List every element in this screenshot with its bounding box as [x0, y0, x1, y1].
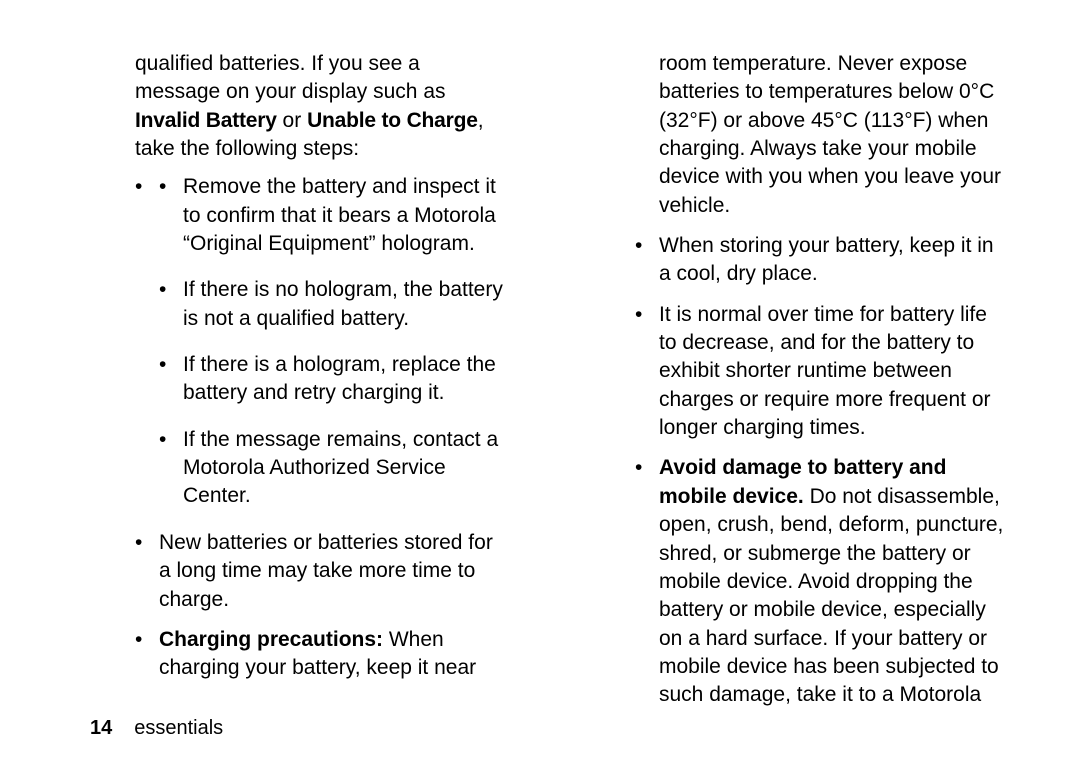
intro-bold1: Invalid Battery: [135, 109, 277, 132]
sub-c: If there is a hologram, replace the batt…: [159, 351, 510, 408]
bullet-storage: When storing your battery, keep it in a …: [635, 232, 1010, 289]
bullet-new-batteries: New batteries or batteries stored for a …: [135, 529, 510, 614]
sublist-wrapper: Remove the battery and inspect it to con…: [70, 173, 510, 510]
sub-d: If the message remains, contact a Motoro…: [159, 426, 510, 511]
page-number: 14: [90, 717, 112, 739]
sub-a: Remove the battery and inspect it to con…: [159, 173, 510, 258]
body-columns: qualified batteries. If you see a messag…: [70, 50, 1010, 710]
intro-paragraph: qualified batteries. If you see a messag…: [70, 50, 510, 163]
intro-bold2: Unable to Charge: [307, 109, 478, 132]
b2-lead: Charging precautions:: [159, 628, 383, 651]
page-footer: 14 essentials: [90, 717, 223, 740]
intro-pre: qualified batteries. If you see a messag…: [135, 52, 446, 103]
sub-bullets: Remove the battery and inspect it to con…: [135, 173, 510, 510]
bullet-battery-life: It is normal over time for battery life …: [635, 301, 1010, 443]
intro-mid1: or: [277, 109, 307, 132]
sublist-container: Remove the battery and inspect it to con…: [135, 173, 510, 510]
sub-b: If there is no hologram, the battery is …: [159, 276, 510, 333]
section-label: essentials: [134, 717, 223, 739]
manual-page: qualified batteries. If you see a messag…: [0, 0, 1080, 766]
